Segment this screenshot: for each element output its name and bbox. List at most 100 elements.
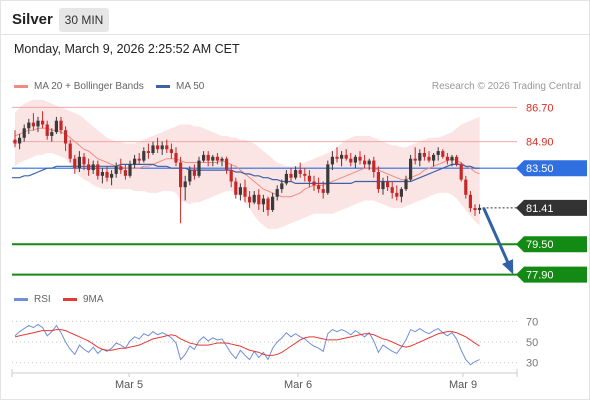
candle-body xyxy=(298,170,302,174)
candle xyxy=(31,113,35,131)
candle xyxy=(261,194,265,212)
candle-body xyxy=(280,183,284,190)
candle-body xyxy=(100,172,104,176)
candle-body xyxy=(234,181,238,195)
candle xyxy=(248,191,252,209)
candle-body xyxy=(445,156,449,161)
candle-body xyxy=(372,160,376,172)
price-tag-81.41: 81.41 xyxy=(516,199,587,216)
candle-body xyxy=(289,173,293,178)
candle-body xyxy=(418,153,422,161)
candle xyxy=(344,149,348,161)
candle xyxy=(280,179,284,193)
candle xyxy=(142,147,146,163)
candle xyxy=(252,191,256,205)
candle xyxy=(45,120,49,140)
candle-body xyxy=(197,160,201,176)
x-axis-label: Mar 6 xyxy=(284,379,312,391)
candle-body xyxy=(146,151,150,153)
candle xyxy=(211,154,215,167)
candle-body xyxy=(266,198,270,210)
candle xyxy=(119,158,123,174)
instrument-title: Silver xyxy=(12,11,53,28)
candle xyxy=(206,151,210,167)
candle-body xyxy=(68,143,72,159)
candle-body xyxy=(413,158,417,161)
candle-body xyxy=(399,189,403,197)
candle-body xyxy=(317,185,321,190)
candle-body xyxy=(340,154,344,159)
candle-body xyxy=(441,151,445,157)
candle xyxy=(307,170,311,188)
candle-body xyxy=(64,130,68,144)
candle xyxy=(303,168,307,182)
candle xyxy=(202,151,206,163)
candle-body xyxy=(151,145,155,153)
legend-9ma: 9MA xyxy=(63,294,104,305)
timeframe-button[interactable]: 30 MIN xyxy=(59,8,109,32)
candle-body xyxy=(119,166,123,171)
candle-body xyxy=(330,156,334,165)
candle xyxy=(188,166,192,186)
price-tag-box xyxy=(516,236,587,253)
price-tag-86.70: 86.70 xyxy=(526,102,554,114)
price-tag-text: 79.50 xyxy=(526,239,554,251)
candle-body xyxy=(243,187,247,197)
candle-body xyxy=(225,158,229,171)
candle xyxy=(367,158,371,171)
candle xyxy=(413,147,417,165)
candle-body xyxy=(77,156,81,169)
price-tag-text: 84.90 xyxy=(526,137,554,149)
legend-ma20-swatch xyxy=(14,85,28,88)
candle xyxy=(41,111,45,129)
candle-body xyxy=(13,139,17,144)
candle xyxy=(468,191,472,212)
candle-body xyxy=(188,170,192,182)
candle-body xyxy=(105,172,109,178)
candle-body xyxy=(363,160,367,165)
candle-body xyxy=(376,172,380,190)
candle-body xyxy=(50,132,54,136)
candle-body xyxy=(275,189,279,197)
candle-body xyxy=(386,181,390,188)
rsi-tick-label: 70 xyxy=(526,316,538,328)
candle xyxy=(478,204,482,214)
price-tags: 86.70 84.90 83.50 81.41 79.50 77.90 xyxy=(516,102,587,283)
candle-body xyxy=(142,151,146,161)
candle xyxy=(473,204,477,216)
candle xyxy=(137,153,141,165)
price-tag-box xyxy=(516,160,587,177)
candle xyxy=(146,143,150,159)
candle xyxy=(284,170,288,186)
candle-body xyxy=(110,173,114,178)
candle-body xyxy=(206,154,210,161)
candle xyxy=(376,166,380,193)
candle-body xyxy=(344,154,348,159)
candle-body xyxy=(271,196,275,210)
candle-body xyxy=(395,192,399,197)
candle-body xyxy=(160,145,164,150)
legend-ma50: MA 50 xyxy=(156,81,204,92)
time-axis: Mar 5 Mar 6 Mar 9 xyxy=(11,369,518,391)
candle xyxy=(197,156,201,178)
candle-body xyxy=(128,164,132,176)
candle xyxy=(174,147,178,167)
candle xyxy=(298,162,302,178)
candle xyxy=(22,124,26,142)
candle-body xyxy=(248,196,252,203)
candle xyxy=(353,154,357,169)
candle xyxy=(427,151,431,163)
candle xyxy=(36,116,40,133)
candle xyxy=(160,141,164,155)
legend-ma50-swatch xyxy=(156,85,170,88)
candle-body xyxy=(436,151,440,155)
candle xyxy=(225,156,229,174)
candle-body xyxy=(303,173,307,176)
candle-body xyxy=(459,164,463,180)
price-tag-text: 83.50 xyxy=(526,163,554,175)
candle xyxy=(114,162,118,178)
candle-body xyxy=(422,153,426,157)
candle-body xyxy=(238,187,242,195)
candle-body xyxy=(367,160,371,165)
candle-body xyxy=(169,149,173,153)
